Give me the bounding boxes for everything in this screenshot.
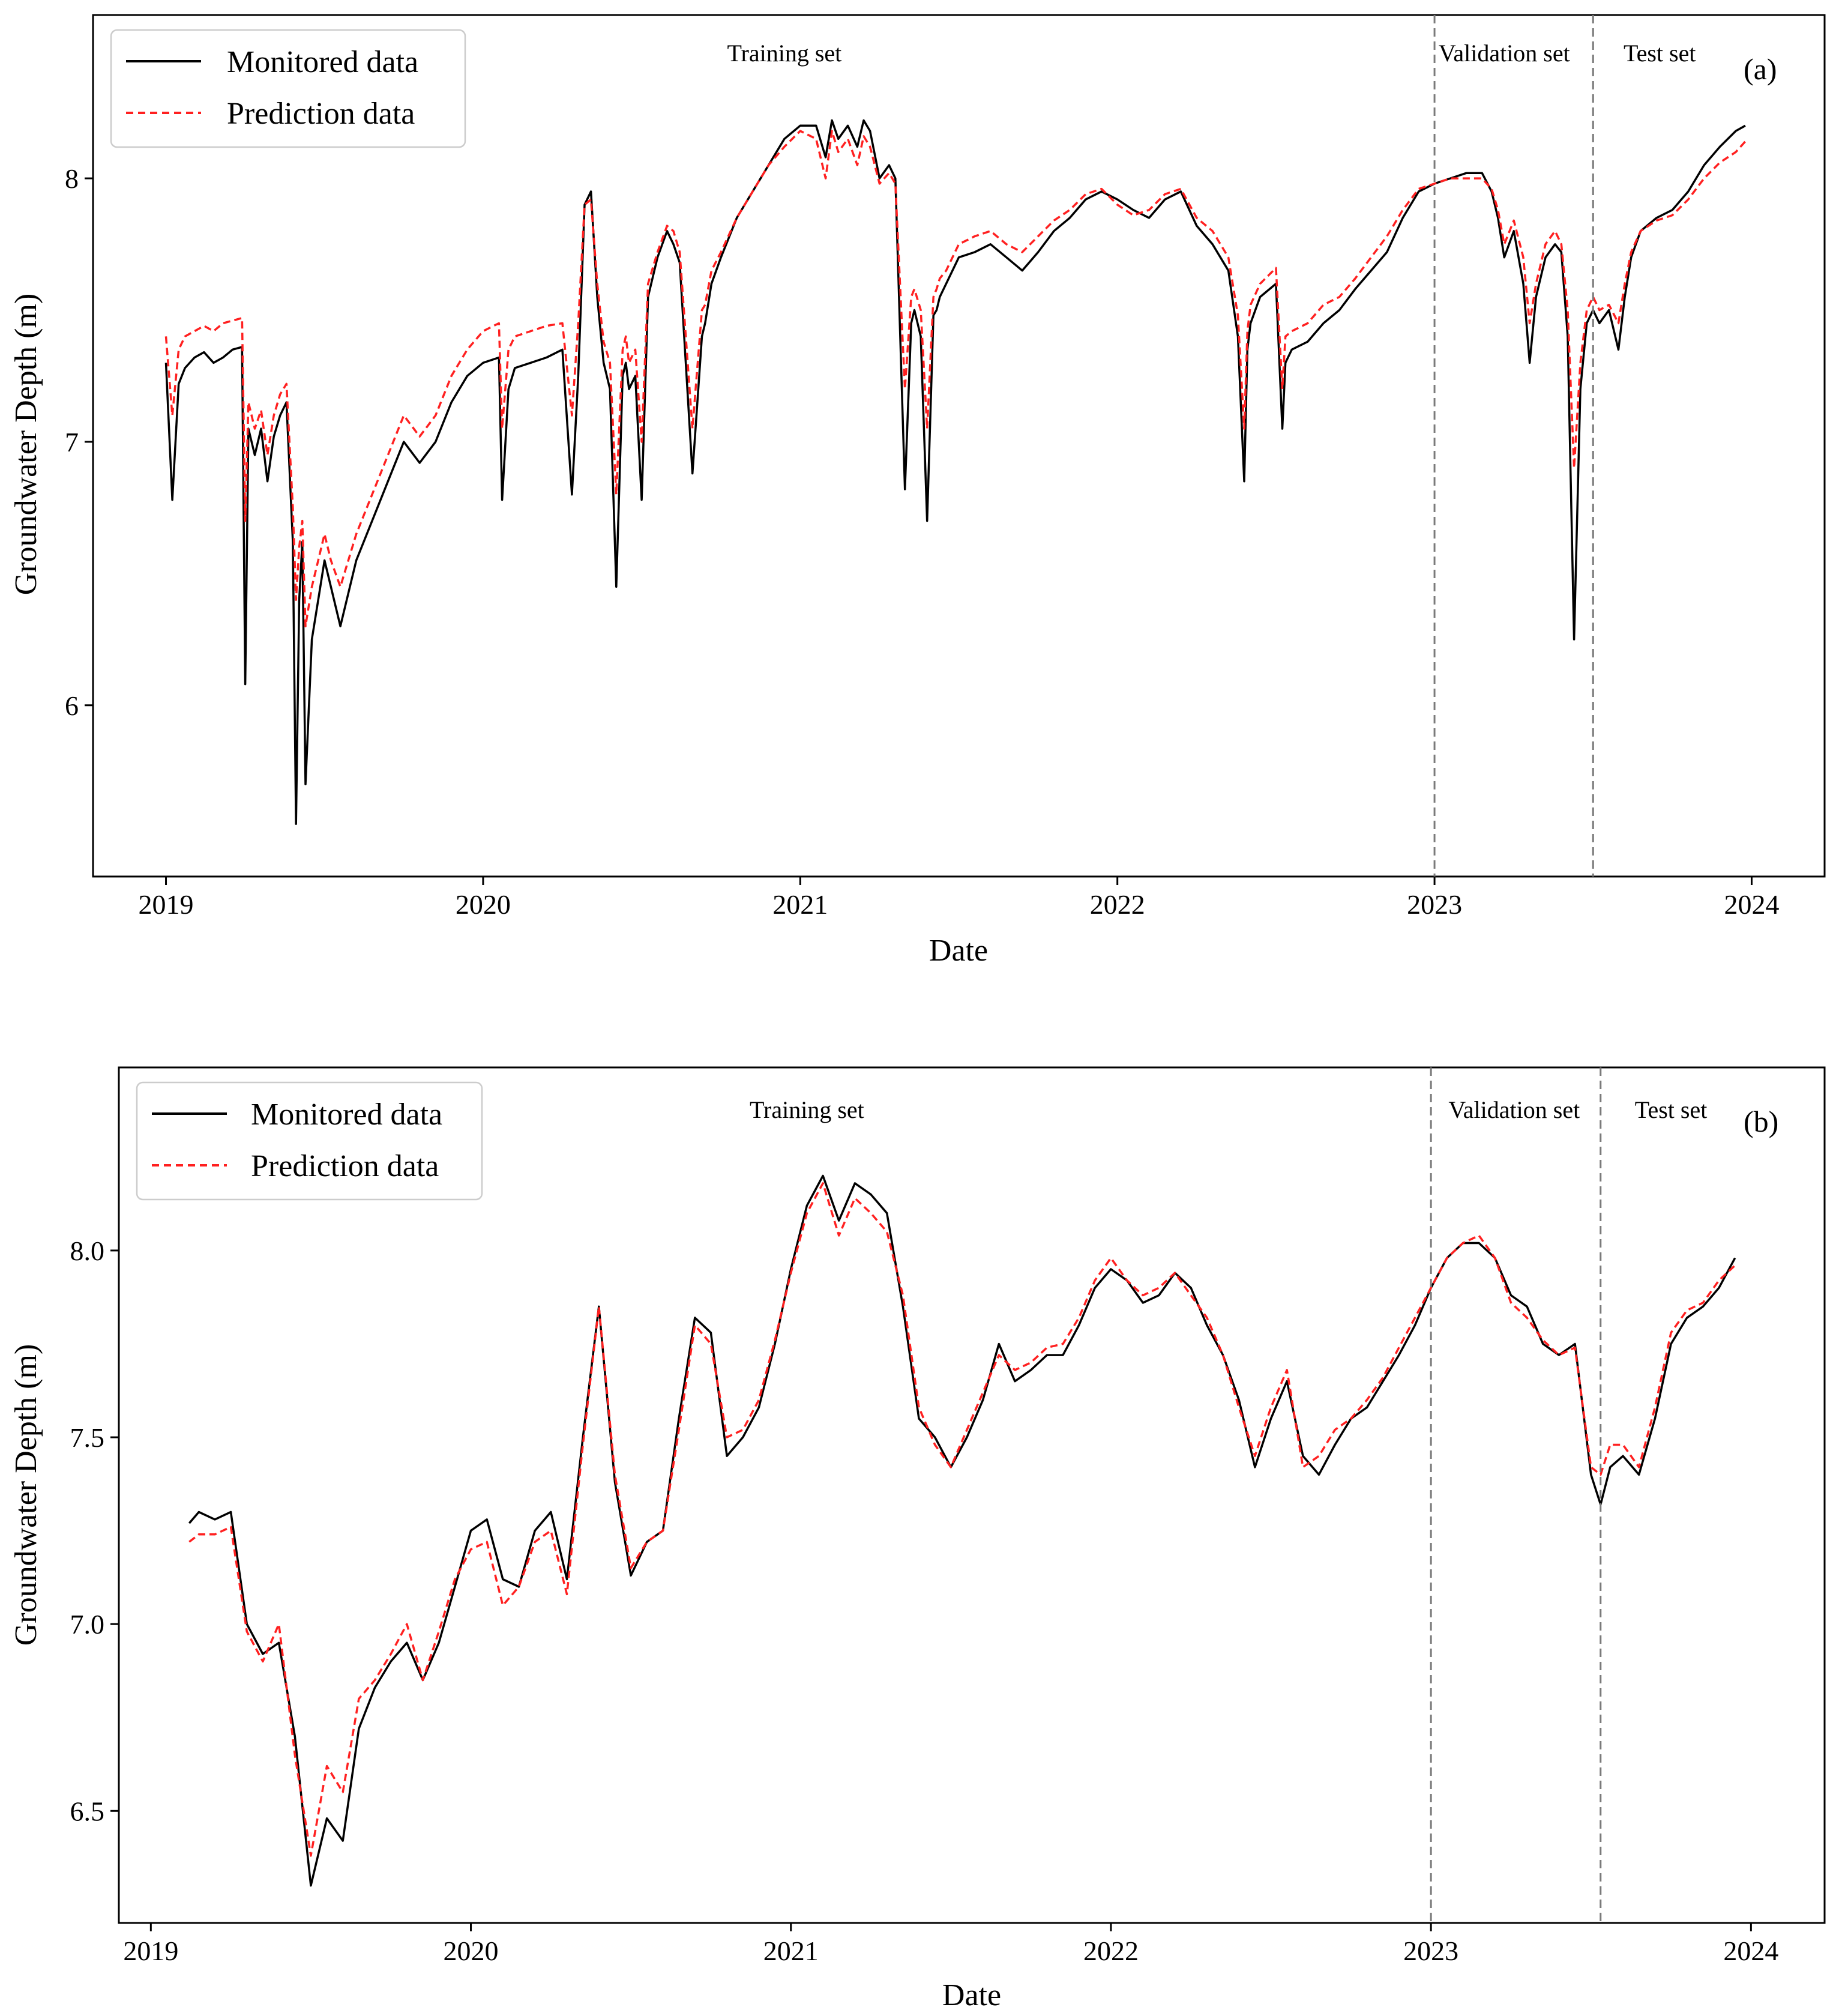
x-axis-title-a: Date bbox=[929, 934, 988, 968]
region-label-a-2: Test set bbox=[1624, 40, 1696, 67]
y-axis-title-b: Groundwater Depth (m) bbox=[9, 1344, 43, 1646]
prediction-series-line-a bbox=[164, 130, 1747, 627]
ticks-a: 2019 2020 2021 2022 2023 2024 6 7 8 bbox=[65, 163, 1779, 920]
y-tick-label-b-2: 7.5 bbox=[70, 1422, 105, 1453]
chart-panel-a: 2019 2020 2021 2022 2023 2024 6 7 8 Training set… bbox=[9, 14, 1826, 968]
panel-tag-a: (a) bbox=[1744, 52, 1777, 86]
legend-monitored-label: Monitored data bbox=[227, 45, 418, 79]
y-tick-label-b-1: 7.0 bbox=[70, 1609, 105, 1640]
legend-b: Monitored data Prediction data bbox=[136, 1081, 483, 1201]
y-tick-label-a-1: 7 bbox=[65, 427, 79, 457]
x-tick-label-a-1: 2020 bbox=[456, 889, 511, 920]
region-labels-b: Training set Validation set Test set bbox=[750, 1096, 1707, 1123]
x-tick-label-b-1: 2020 bbox=[444, 1936, 499, 1966]
region-label-b-1: Validation set bbox=[1448, 1096, 1580, 1123]
series-layer-b bbox=[188, 1174, 1736, 1887]
y-tick-label-a-0: 6 bbox=[65, 690, 79, 721]
x-tick-label-b-4: 2023 bbox=[1403, 1936, 1458, 1966]
x-tick-label-b-3: 2022 bbox=[1083, 1936, 1139, 1966]
x-axis-title-b: Date bbox=[942, 1978, 1001, 2012]
legend-prediction-label: Prediction data bbox=[227, 97, 415, 131]
region-label-b-0: Training set bbox=[750, 1096, 864, 1123]
panel-tag-b: (b) bbox=[1744, 1105, 1778, 1138]
series-layer-a bbox=[164, 119, 1747, 825]
y-axis-title-a: Groundwater Depth (m) bbox=[9, 294, 43, 596]
x-tick-label-b-0: 2019 bbox=[123, 1936, 178, 1966]
y-tick-label-b-0: 6.5 bbox=[70, 1796, 105, 1826]
region-label-a-1: Validation set bbox=[1439, 40, 1570, 67]
legend-a: Monitored data Prediction data bbox=[110, 29, 466, 148]
plot-frame-b bbox=[118, 1066, 1826, 1924]
region-label-a-0: Training set bbox=[727, 40, 842, 67]
x-tick-label-a-2: 2021 bbox=[772, 889, 828, 920]
ticks-b: 2019 2020 2021 2022 2023 2024 6.5 7.0 7.5 8.0 bbox=[70, 1236, 1779, 1966]
legend-prediction-label: Prediction data bbox=[251, 1149, 439, 1183]
legend-box bbox=[110, 29, 466, 148]
x-tick-label-a-0: 2019 bbox=[139, 889, 194, 920]
legend-monitored-label: Monitored data bbox=[251, 1097, 442, 1132]
y-tick-label-b-3: 8.0 bbox=[70, 1236, 105, 1266]
monitored-series-line-a bbox=[164, 119, 1746, 825]
legend-box bbox=[136, 1081, 483, 1201]
x-tick-label-a-5: 2024 bbox=[1724, 889, 1779, 920]
plot-frame-a bbox=[92, 14, 1826, 878]
x-tick-label-a-4: 2023 bbox=[1407, 889, 1462, 920]
region-labels-a: Training set Validation set Test set bbox=[727, 40, 1696, 67]
x-tick-label-b-5: 2024 bbox=[1723, 1936, 1778, 1966]
monitored-series-line-b bbox=[188, 1174, 1736, 1887]
split-lines-b bbox=[1430, 1067, 1602, 1923]
x-tick-label-a-3: 2022 bbox=[1090, 889, 1145, 920]
x-tick-label-b-2: 2021 bbox=[763, 1936, 819, 1966]
y-tick-label-a-2: 8 bbox=[65, 163, 79, 194]
chart-panel-b: 2019 2020 2021 2022 2023 2024 6.5 7.0 7.5 8.0 Tra… bbox=[9, 1066, 1826, 2012]
split-lines-a bbox=[1433, 15, 1594, 877]
region-label-b-2: Test set bbox=[1635, 1096, 1708, 1123]
prediction-series-line-b bbox=[188, 1182, 1736, 1857]
